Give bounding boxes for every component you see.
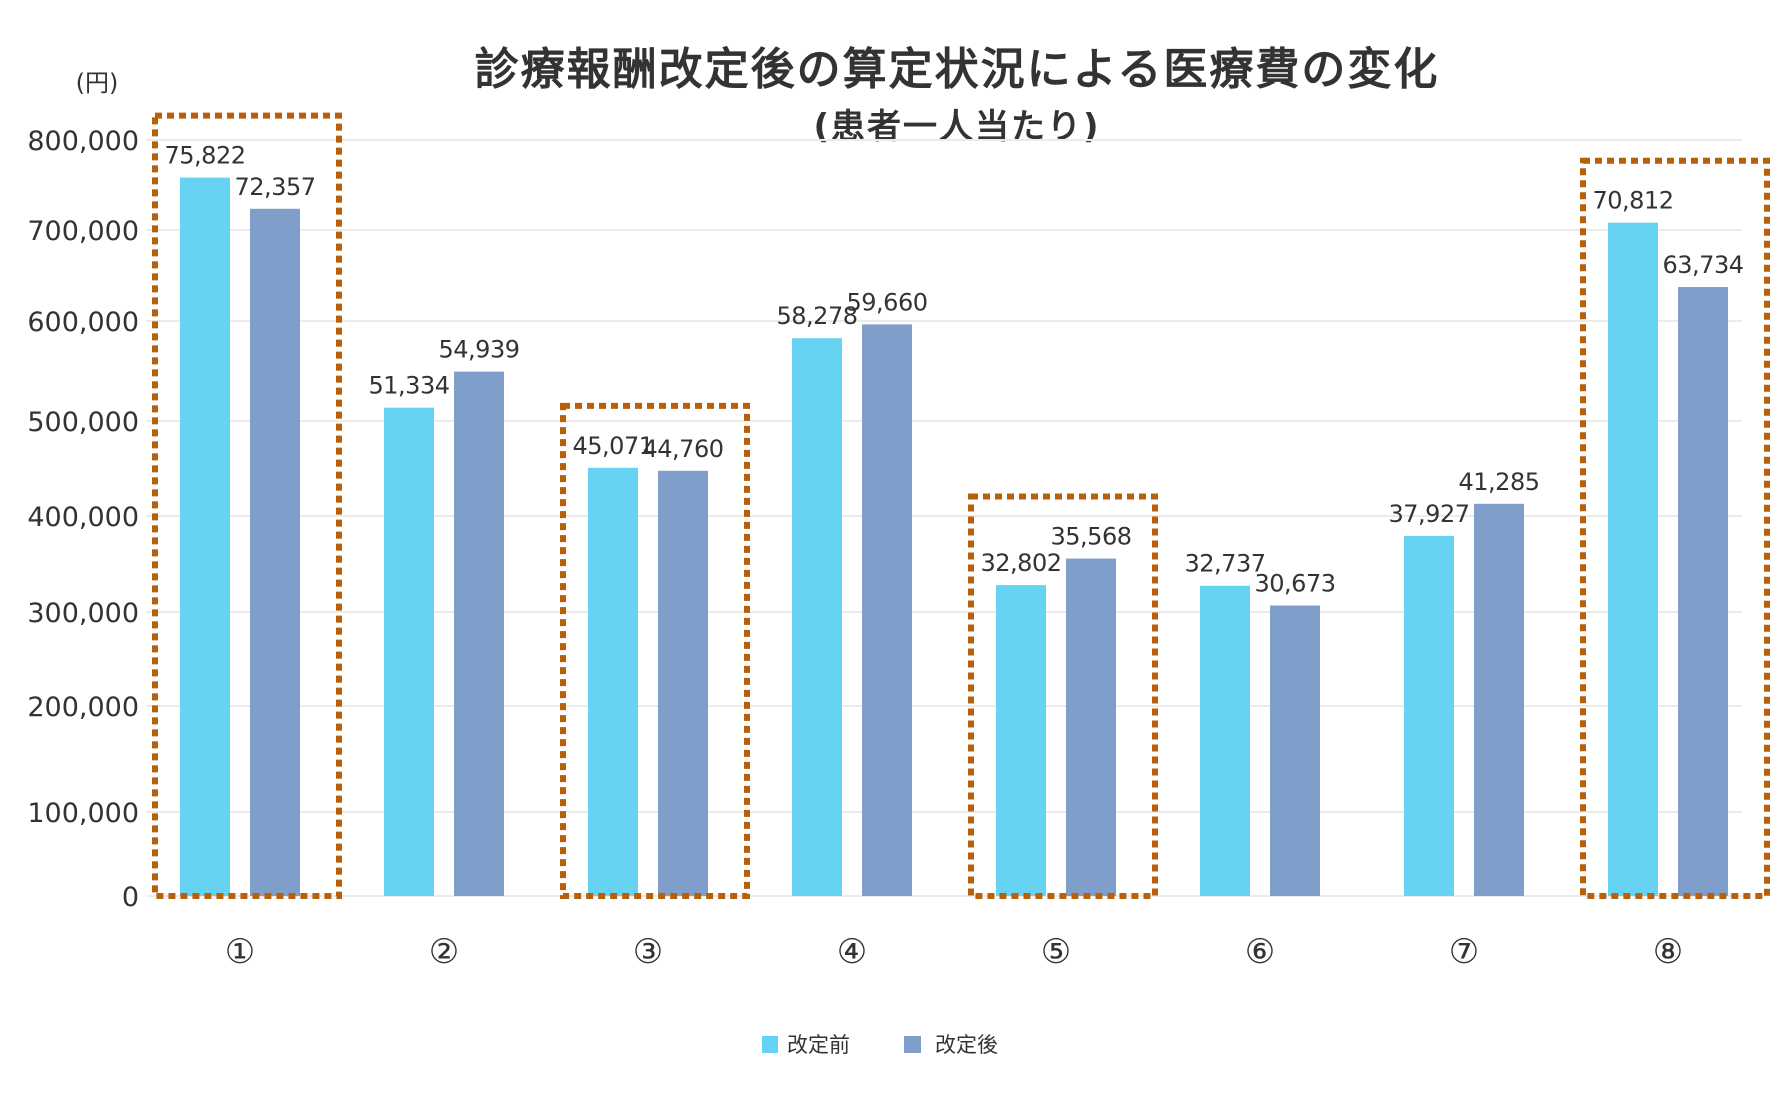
data-label: 41,285 [1459,468,1540,496]
bars [180,177,1728,897]
bar-before [792,338,842,897]
data-label: 54,939 [439,336,520,364]
bar-before [996,585,1046,896]
y-tick-label: 500,000 [27,407,139,438]
x-tick-label: ⑥ [1245,932,1275,972]
data-label: 51,334 [369,372,450,400]
legend-label-before: 改定前 [787,1033,850,1057]
chart-title: 診療報酬改定後の算定状況による医療費の変化 [475,44,1440,95]
data-label: 63,734 [1663,251,1744,279]
y-tick-label: 0 [122,882,139,913]
x-tick-label: ⑧ [1653,932,1683,972]
bar-before [1404,535,1454,896]
bar-before [384,407,434,896]
data-label: 75,822 [165,142,246,170]
data-label: 37,927 [1389,500,1470,528]
x-tick-label: ⑦ [1449,932,1479,972]
y-axis-unit-label: (円) [76,69,119,97]
x-tick-label: ⑤ [1041,932,1071,972]
bar-after [250,208,300,897]
y-tick-label: 200,000 [27,692,139,723]
legend-label-after: 改定後 [935,1033,998,1057]
bar-before [1608,222,1658,896]
y-tick-label: 100,000 [27,798,139,829]
bar-after [1678,287,1728,896]
y-axis-ticks: 0 100,000 200,000 300,000 400,000 500,000 600,… [27,126,139,913]
legend-swatch-after [904,1036,921,1053]
x-tick-label: ④ [837,932,867,972]
bar-after [658,470,708,896]
y-tick-label: 300,000 [27,598,139,629]
data-label: 30,673 [1255,570,1336,598]
highlight-box [968,493,1158,899]
bar-after [1270,605,1320,896]
legend: 改定前 改定後 [762,1033,998,1057]
data-label: 44,760 [643,435,724,463]
data-label: 58,278 [777,302,858,330]
data-label: 35,568 [1051,523,1132,551]
y-tick-label: 600,000 [27,307,139,338]
highlight-boxes [152,112,1770,900]
x-tick-label: ③ [633,932,663,972]
bar-after [1474,503,1524,896]
bar-after [454,371,504,896]
y-tick-label: 400,000 [27,502,139,533]
data-label: 32,802 [981,549,1062,577]
data-label: 32,737 [1185,550,1266,578]
data-label: 45,071 [573,432,654,460]
data-label: 70,812 [1593,187,1674,215]
x-axis-ticks: ① ② ③ ④ ⑤ ⑥ ⑦ ⑧ [225,932,1683,972]
x-tick-label: ① [225,932,255,972]
bar-after [1066,558,1116,896]
bar-before [180,177,230,897]
bar-before [588,467,638,896]
y-tick-label: 800,000 [27,126,139,157]
bar-after [862,324,912,896]
data-label: 59,660 [847,288,928,316]
legend-swatch-before [762,1036,778,1053]
data-label: 72,357 [235,173,316,201]
highlight-box [1580,157,1770,899]
y-tick-label: 700,000 [27,216,139,247]
x-tick-label: ② [429,932,459,972]
bar-before [1200,585,1250,896]
highlight-box [152,112,342,900]
